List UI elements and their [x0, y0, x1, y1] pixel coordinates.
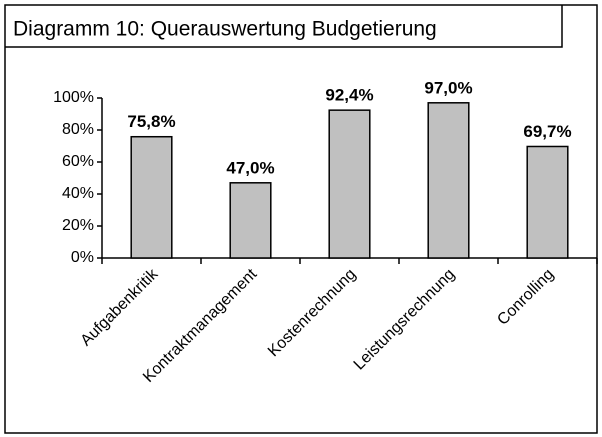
value-label: 97,0% [424, 78, 472, 97]
chart-frame [4, 4, 598, 434]
chart-title: Diagramm 10: Querauswertung Budgetierung [13, 18, 437, 41]
bar [328, 109, 371, 259]
y-tick-label: 20% [62, 217, 94, 234]
y-tick-label: 60% [62, 153, 94, 170]
y-tick-label: 40% [62, 185, 94, 202]
value-label: 47,0% [226, 158, 274, 177]
bar [229, 182, 272, 259]
bar [130, 135, 173, 259]
title-box [5, 5, 563, 48]
y-tick-label: 80% [62, 121, 94, 138]
value-label: 75,8% [127, 112, 175, 131]
bar [526, 145, 569, 259]
y-tick-label: 0% [71, 249, 94, 266]
value-label: 69,7% [523, 122, 571, 141]
value-label: 92,4% [325, 86, 373, 105]
y-tick-label: 100% [53, 89, 94, 106]
bar [427, 102, 470, 259]
